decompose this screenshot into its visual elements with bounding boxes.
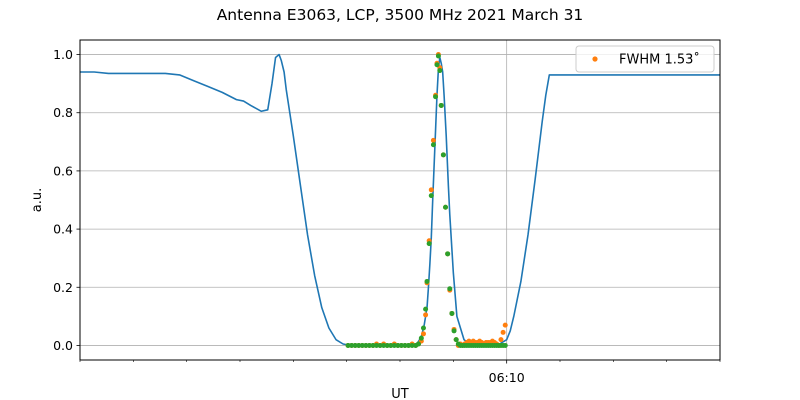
- data-point: [433, 94, 439, 100]
- x-tick-label: 06:10: [489, 370, 525, 385]
- data-point: [445, 251, 451, 257]
- data-point: [366, 342, 372, 348]
- data-point: [424, 278, 430, 284]
- y-tick-label: 0.6: [53, 163, 73, 178]
- legend-box: [575, 45, 715, 73]
- data-point: [377, 342, 383, 348]
- legend: FWHM 1.53˚: [575, 45, 715, 73]
- series-layer: [80, 52, 720, 348]
- y-tick-label: 0.4: [53, 222, 73, 237]
- data-point: [440, 152, 446, 158]
- data-point: [395, 342, 401, 348]
- data-point: [426, 241, 432, 247]
- data-point: [352, 342, 358, 348]
- data-point: [430, 142, 436, 148]
- data-point: [409, 342, 415, 348]
- data-point: [420, 331, 426, 337]
- data-point: [423, 312, 429, 318]
- data-point: [498, 337, 504, 343]
- data-point: [363, 342, 369, 348]
- axis-layer: 0.0 0.2 0.4 0.6 0.8 1.0 06:10: [53, 47, 721, 385]
- data-point: [435, 53, 441, 59]
- data-point: [415, 341, 421, 347]
- y-tick-label: 0.0: [53, 338, 73, 353]
- data-point: [398, 342, 404, 348]
- data-point: [502, 322, 508, 328]
- data-point: [423, 306, 429, 312]
- data-point: [420, 325, 426, 331]
- data-point: [418, 335, 424, 341]
- data-point: [374, 342, 380, 348]
- series-points-2: [345, 53, 508, 348]
- data-point: [500, 329, 506, 335]
- data-point: [502, 342, 508, 348]
- legend-label: FWHM 1.53˚: [619, 52, 700, 68]
- y-tick-label: 0.8: [53, 105, 73, 120]
- data-point: [370, 342, 376, 348]
- y-tick-label: 1.0: [53, 47, 73, 62]
- data-point: [428, 193, 434, 199]
- y-tick-label: 0.2: [53, 280, 73, 295]
- data-point: [451, 328, 457, 334]
- data-point: [453, 337, 459, 343]
- data-point: [402, 342, 408, 348]
- data-point: [447, 286, 453, 292]
- data-point: [345, 342, 351, 348]
- data-point: [356, 342, 362, 348]
- x-axis-label: UT: [391, 387, 409, 400]
- data-point: [381, 342, 387, 348]
- data-point: [349, 342, 355, 348]
- data-point: [449, 310, 455, 316]
- data-point: [443, 204, 449, 210]
- data-point: [430, 137, 436, 143]
- data-point: [359, 342, 365, 348]
- data-point: [428, 187, 434, 193]
- legend-marker: [592, 56, 598, 62]
- data-point: [391, 342, 397, 348]
- data-point: [434, 62, 440, 68]
- y-axis-label: a.u.: [30, 188, 45, 212]
- data-point: [406, 342, 412, 348]
- chart-title: Antenna E3063, LCP, 3500 MHz 2021 March …: [217, 6, 584, 24]
- data-point: [384, 342, 390, 348]
- data-point: [388, 342, 394, 348]
- data-point: [437, 68, 443, 74]
- data-point: [438, 102, 444, 108]
